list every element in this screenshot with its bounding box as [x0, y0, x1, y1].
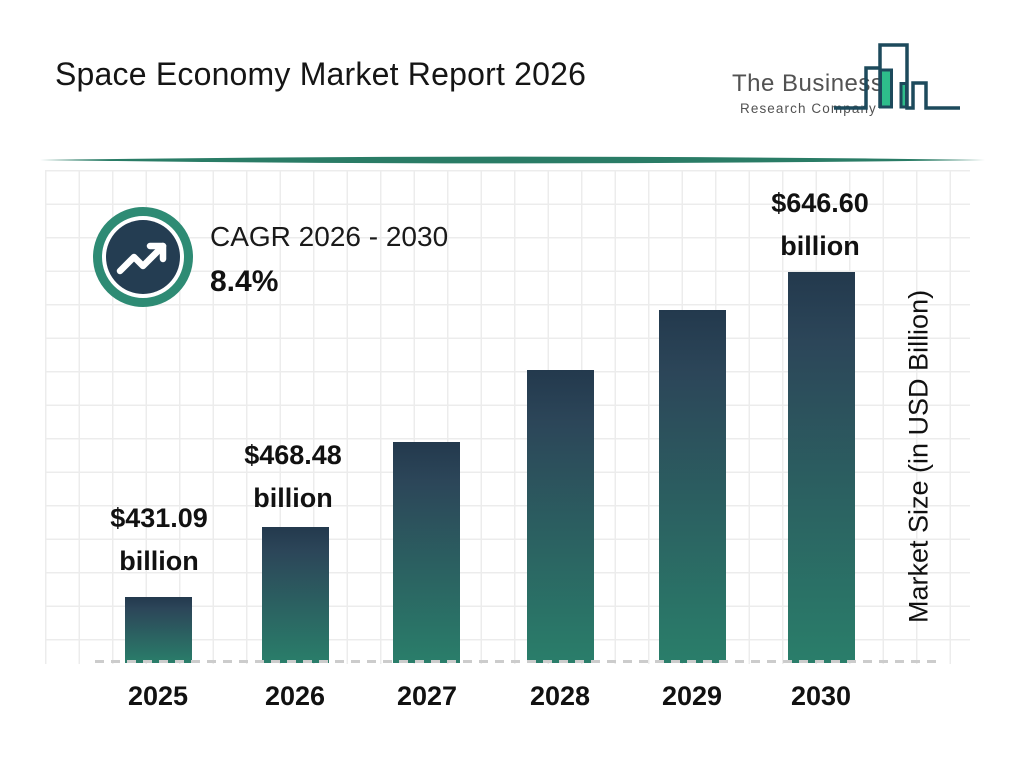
- x-tick-2025: 2025: [127, 681, 189, 711]
- value-unit: billion: [119, 546, 199, 576]
- x-tick-2027: 2027: [396, 681, 458, 711]
- logo-text-line2: Research Company: [740, 101, 877, 116]
- x-axis-dashed-baseline: [95, 660, 938, 663]
- y-axis-title: Market Size (in USD Billion): [903, 289, 934, 623]
- value-amount: $468.48: [244, 440, 342, 470]
- header-divider: [40, 156, 985, 164]
- value-amount: $431.09: [110, 503, 208, 533]
- value-unit: billion: [780, 231, 860, 261]
- bar-2027: [393, 442, 460, 663]
- company-logo: The Business Research Company: [718, 40, 986, 120]
- bar-2029: [659, 310, 726, 663]
- bar-2025: [125, 597, 192, 663]
- cagr-value: 8.4%: [210, 265, 279, 298]
- bar-value-label-2030: $646.60 billion: [700, 182, 940, 268]
- x-tick-2030: 2030: [790, 681, 852, 711]
- trending-up-icon: [93, 207, 193, 307]
- cagr-range-label: CAGR 2026 - 2030: [210, 221, 449, 252]
- value-unit: billion: [253, 483, 333, 513]
- page-title: Space Economy Market Report 2026: [55, 56, 587, 92]
- bar-value-label-2025: $431.09 billion: [39, 497, 279, 583]
- x-tick-2029: 2029: [661, 681, 723, 711]
- bar-value-label-2026: $468.48 billion: [173, 434, 413, 520]
- bar-2026: [262, 527, 329, 663]
- logo-bars-icon: [834, 43, 960, 110]
- x-tick-2028: 2028: [529, 681, 591, 711]
- x-tick-2026: 2026: [264, 681, 326, 711]
- bar-2030: [788, 272, 855, 663]
- chart-plot-area: [45, 170, 970, 664]
- value-amount: $646.60: [771, 188, 869, 218]
- logo-text-line1: The Business: [732, 70, 884, 97]
- bar-2028: [527, 370, 594, 663]
